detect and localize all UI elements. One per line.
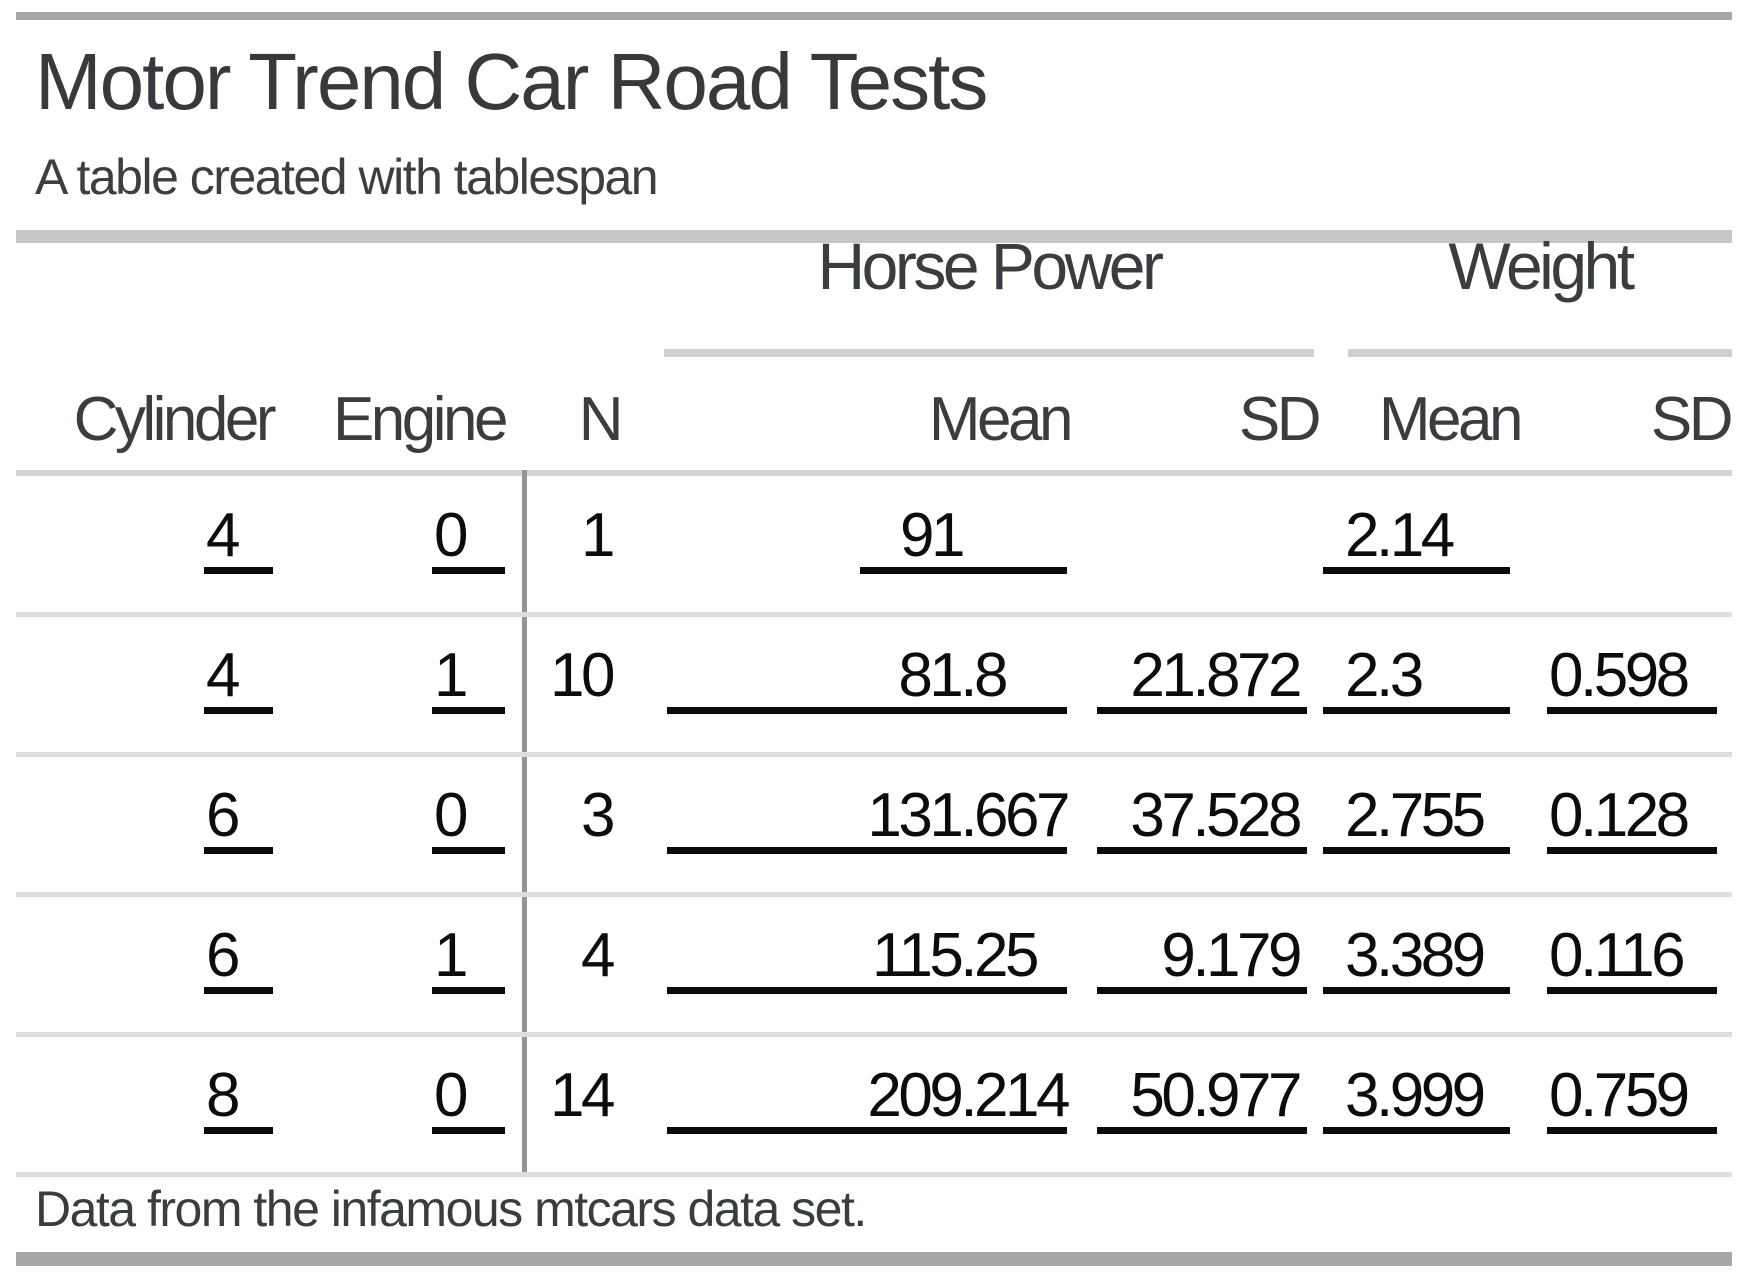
- cell-wt-mean: 3.389: [1323, 925, 1510, 994]
- column-header-wt-mean: Mean: [1378, 385, 1524, 454]
- cell-hp-sd: 21.872: [1097, 645, 1307, 714]
- table-row: 6 0 3 131.667 37.528 2.755 0.128: [0, 757, 1748, 893]
- bottom-border-bar: [16, 1252, 1732, 1266]
- cell-wt-sd: 0.598: [1547, 645, 1717, 714]
- cell-engine: 1: [432, 645, 505, 714]
- row-separator: [16, 892, 1732, 897]
- cell-wt-mean: 2.3: [1323, 645, 1510, 714]
- row-separator: [16, 612, 1732, 617]
- cell-cylinder: 4: [204, 505, 273, 574]
- cell-wt-sd: 0.759: [1547, 1065, 1717, 1134]
- cell-hp-sd: 9.179: [1097, 925, 1307, 994]
- cell-hp-sd: 50.977: [1097, 1065, 1307, 1134]
- cell-cylinder: 6: [204, 925, 273, 994]
- header-underline: [16, 470, 1732, 476]
- cell-wt-mean: 2.755: [1323, 785, 1510, 854]
- cell-wt-sd: 0.128: [1547, 785, 1717, 854]
- cell-hp-mean: 81.8: [667, 645, 1067, 714]
- cell-hp-mean: 131.667: [667, 785, 1071, 854]
- cell-cylinder: 8: [204, 1065, 273, 1134]
- column-header-hp-mean: Mean: [928, 385, 1074, 454]
- row-separator: [16, 752, 1732, 757]
- table-subtitle: A table created with tablespan: [35, 149, 659, 205]
- cell-wt-sd: 0.116: [1547, 925, 1717, 994]
- cell-n: 3: [581, 781, 615, 850]
- column-header-hp-sd: SD: [1238, 385, 1322, 454]
- cell-n: 1: [581, 501, 615, 570]
- cell-hp-mean: 115.25: [667, 925, 1067, 994]
- cell-wt-mean: 2.14: [1323, 505, 1510, 574]
- cell-hp-sd: 37.528: [1097, 785, 1307, 854]
- column-header-cylinder: Cylinder: [73, 385, 277, 454]
- table-row: 4 0 1 91 2.14: [0, 477, 1748, 613]
- stub-vertical-divider: [522, 470, 527, 1172]
- table-row: 4 1 10 81.8 21.872 2.3 0.598: [0, 617, 1748, 753]
- cell-wt-mean: 3.999: [1323, 1065, 1510, 1134]
- table-footnote: Data from the infamous mtcars data set.: [35, 1181, 867, 1237]
- table-row: 8 0 14 209.214 50.977 3.999 0.759: [0, 1037, 1748, 1173]
- spanner-underline-horse-power: [664, 349, 1314, 357]
- cell-cylinder: 4: [204, 645, 273, 714]
- cell-engine: 0: [432, 785, 505, 854]
- cell-hp-mean: 209.214: [667, 1065, 1071, 1134]
- column-header-wt-sd: SD: [1650, 385, 1734, 454]
- cell-engine: 0: [432, 1065, 505, 1134]
- footer-separator: [16, 1172, 1732, 1177]
- spanner-underline-weight: [1348, 349, 1732, 357]
- table-title: Motor Trend Car Road Tests: [35, 37, 988, 126]
- cell-engine: 1: [432, 925, 505, 994]
- cell-hp-mean: 91: [860, 505, 1067, 574]
- cell-n: 10: [550, 641, 615, 710]
- table-row: 6 1 4 115.25 9.179 3.389 0.116: [0, 897, 1748, 1033]
- column-header-n: N: [578, 385, 624, 454]
- heading-divider: [16, 230, 1732, 243]
- spanner-horse-power: Horse Power: [817, 229, 1164, 303]
- top-border-bar: [16, 12, 1732, 20]
- cell-n: 4: [581, 921, 615, 990]
- spanner-weight: Weight: [1448, 229, 1635, 303]
- cell-cylinder: 6: [204, 785, 273, 854]
- row-separator: [16, 1032, 1732, 1037]
- cell-engine: 0: [432, 505, 505, 574]
- column-header-engine: Engine: [332, 385, 509, 454]
- cell-n: 14: [550, 1061, 615, 1130]
